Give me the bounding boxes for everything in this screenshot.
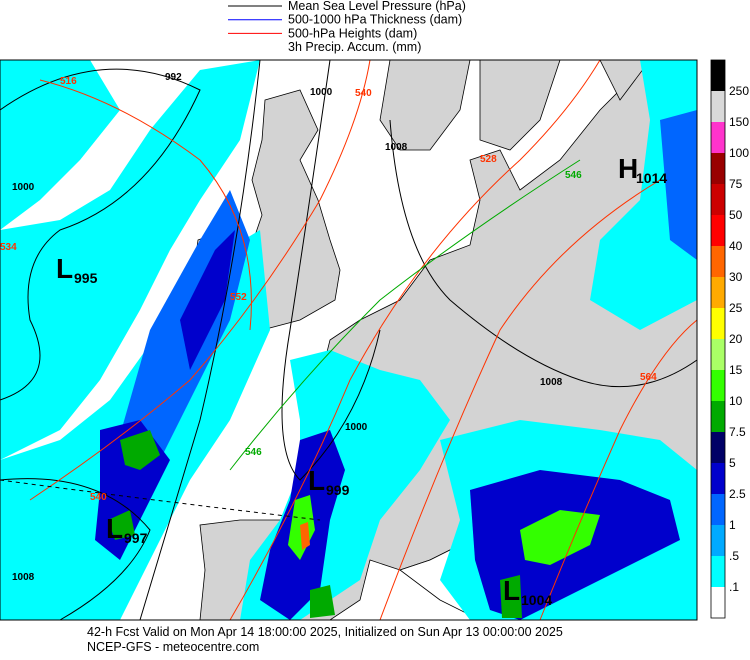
precip-area bbox=[180, 230, 235, 370]
colorbar-label: 30 bbox=[729, 270, 743, 284]
footer-text: NCEP-GFS - meteocentre.com bbox=[87, 640, 259, 654]
contour-label: 534 bbox=[0, 242, 17, 253]
colorbar-segment bbox=[711, 370, 725, 401]
contour-label: 992 bbox=[165, 72, 182, 83]
center-value: 999 bbox=[326, 482, 350, 498]
colorbar-label: 50 bbox=[729, 208, 743, 222]
contour-label: 546 bbox=[245, 447, 262, 458]
contour-label: 546 bbox=[565, 170, 582, 181]
contour-label: 1008 bbox=[385, 142, 408, 153]
colorbar-label: 150 bbox=[729, 115, 749, 129]
center-symbol: L bbox=[308, 465, 325, 496]
colorbar-label: 100 bbox=[729, 146, 749, 160]
colorbar-segment bbox=[711, 60, 725, 91]
pressure-contour bbox=[281, 59, 381, 481]
colorbar-segment bbox=[711, 308, 725, 339]
precip-area bbox=[500, 575, 522, 618]
map-area bbox=[0, 59, 698, 621]
center-value: 1014 bbox=[636, 170, 667, 186]
colorbar-segment bbox=[711, 401, 725, 432]
colorbar-label: .1 bbox=[729, 580, 739, 594]
colorbar: 250 150 100 75 50 40 30 25 20 15 10 7.5 5 2.5 1 .5 .1 bbox=[710, 59, 749, 619]
footer-text: 42-h Fcst Valid on Mon Apr 14 18:00:00 2… bbox=[87, 625, 563, 639]
height-contour bbox=[379, 179, 661, 621]
height-contour bbox=[539, 319, 698, 621]
colorbar-segment bbox=[711, 463, 725, 494]
colorbar-segment bbox=[711, 246, 725, 277]
contour-label: 1008 bbox=[12, 572, 35, 583]
contour-label: 1000 bbox=[310, 87, 333, 98]
contour-label: 1000 bbox=[345, 422, 368, 433]
center-value: 1004 bbox=[521, 592, 552, 608]
contour-label: 1008 bbox=[540, 377, 563, 388]
colorbar-label: .5 bbox=[729, 549, 739, 563]
colorbar-label: 1 bbox=[729, 518, 736, 532]
legend-label: 500-hPa Heights (dam) bbox=[288, 26, 417, 40]
height-contour bbox=[229, 59, 601, 621]
colorbar-segment bbox=[711, 277, 725, 308]
colorbar-label: 25 bbox=[729, 301, 743, 315]
map-border bbox=[0, 59, 698, 621]
britain bbox=[249, 89, 341, 331]
contours bbox=[0, 59, 698, 621]
colorbar-segment bbox=[711, 339, 725, 370]
colorbar-segment bbox=[711, 494, 725, 525]
precip-area bbox=[0, 60, 260, 460]
contour-labels: 516 992 1000 540 1008 528 546 1000 534 1008 1000 54… bbox=[0, 72, 657, 583]
colorbar-segment bbox=[711, 184, 725, 215]
center-symbol: L bbox=[56, 253, 73, 284]
contour-label: 528 bbox=[480, 154, 497, 165]
precip-area bbox=[310, 585, 335, 618]
colorbar-segment bbox=[711, 587, 725, 618]
center-value: 995 bbox=[74, 270, 98, 286]
colorbar-border bbox=[710, 59, 726, 619]
pressure-contour bbox=[0, 478, 151, 621]
colorbar-segment bbox=[711, 432, 725, 463]
pressure-contour bbox=[389, 119, 698, 388]
colorbar-label: 75 bbox=[729, 177, 743, 191]
legend: Mean Sea Level Pressure (hPa)500-1000 hP… bbox=[228, 0, 466, 54]
pressure-contour bbox=[139, 59, 261, 621]
precip-area bbox=[300, 522, 310, 550]
colorbar-segment bbox=[711, 91, 725, 122]
pressure-contour bbox=[0, 68, 201, 401]
precip-area bbox=[120, 430, 160, 470]
center-symbol: L bbox=[106, 513, 123, 544]
height-contour bbox=[29, 59, 371, 501]
contour-label: 1000 bbox=[12, 182, 35, 193]
precip-area bbox=[660, 110, 697, 260]
colorbar-label: 20 bbox=[729, 332, 743, 346]
colorbar-segment bbox=[711, 215, 725, 246]
contour-label: 564 bbox=[640, 372, 657, 383]
center-value: 997 bbox=[124, 530, 148, 546]
contour-label: 552 bbox=[230, 292, 247, 303]
colorbar-label: 10 bbox=[729, 394, 743, 408]
thickness-contour bbox=[229, 159, 581, 471]
colorbar-segment bbox=[711, 556, 725, 587]
colorbar-segment bbox=[711, 525, 725, 556]
colorbar-label: 40 bbox=[729, 239, 743, 253]
colorbar-label: 7.5 bbox=[729, 425, 746, 439]
colorbar-label: 250 bbox=[729, 84, 749, 98]
center-symbol: H bbox=[618, 153, 638, 184]
precip-area bbox=[0, 60, 120, 230]
center-symbol: L bbox=[503, 575, 520, 606]
contour-label: 540 bbox=[355, 88, 372, 99]
legend-label: 3h Precip. Accum. (mm) bbox=[288, 40, 421, 54]
colorbar-segment bbox=[711, 122, 725, 153]
precip-area bbox=[108, 510, 135, 540]
legend-label: 500-1000 hPa Thickness (dam) bbox=[288, 13, 462, 27]
colorbar-label: 15 bbox=[729, 363, 743, 377]
colorbar-segment bbox=[711, 153, 725, 184]
contour-label: 516 bbox=[60, 76, 77, 87]
contour-label: 540 bbox=[90, 492, 107, 503]
legend-label: Mean Sea Level Pressure (hPa) bbox=[288, 0, 466, 13]
colorbar-label: 5 bbox=[729, 456, 736, 470]
height-contour bbox=[39, 79, 252, 331]
colorbar-label: 2.5 bbox=[729, 487, 746, 501]
